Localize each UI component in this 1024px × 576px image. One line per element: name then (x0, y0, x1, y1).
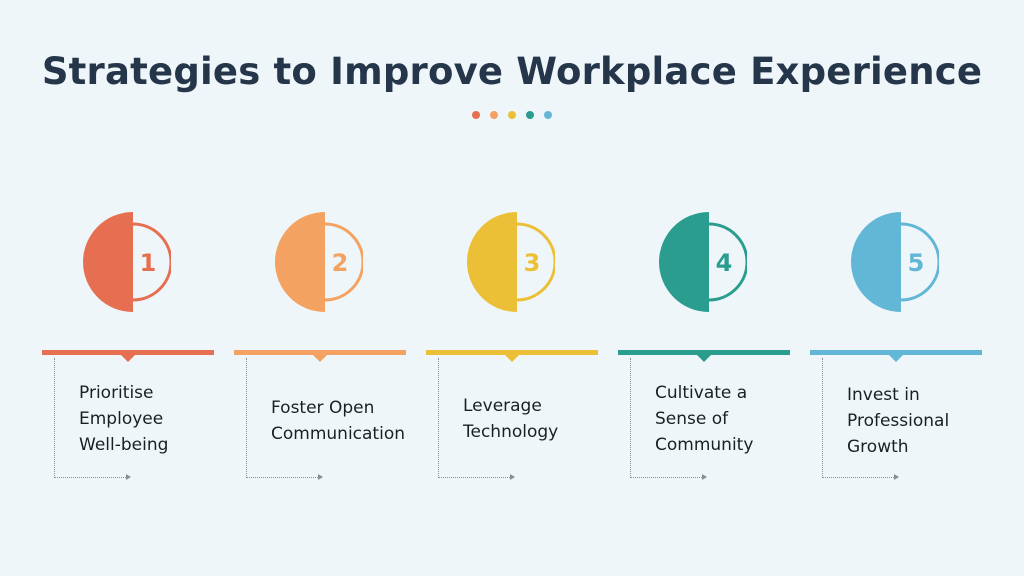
pointer-triangle (313, 355, 327, 362)
step-label-line: Communication (271, 424, 405, 444)
half-circle-fill (275, 212, 325, 312)
dot-2 (490, 111, 498, 119)
arrow-right-icon (702, 474, 707, 480)
half-ring (516, 222, 555, 302)
step-label: Prioritise Employee Well-being (79, 380, 229, 458)
half-ring (708, 222, 747, 302)
half-ring (132, 222, 171, 302)
step-number: 3 (524, 249, 541, 277)
step-label: Foster Open Communication (271, 395, 421, 447)
half-circle-fill (467, 212, 517, 312)
step-label-line: Growth (847, 437, 909, 457)
dot-5 (544, 111, 552, 119)
arrow-right-icon (894, 474, 899, 480)
step-label: Leverage Technology (463, 393, 613, 445)
pointer-triangle (505, 355, 519, 362)
arrow-right-icon (318, 474, 323, 480)
step-label-line: Prioritise (79, 383, 154, 403)
step-bar (618, 350, 790, 355)
dotted-connector (822, 358, 898, 478)
half-circle-fill (659, 212, 709, 312)
arrow-right-icon (126, 474, 131, 480)
step-label-line: Leverage (463, 396, 542, 416)
step-number-badge: 1 (83, 212, 171, 312)
step-number: 4 (716, 249, 733, 277)
step-number: 1 (140, 249, 157, 277)
step-label-line: Professional (847, 411, 950, 431)
step-5: 5 Invest in Professional Growth (799, 0, 991, 576)
step-label-line: Technology (463, 422, 559, 442)
dotted-connector (630, 358, 706, 478)
pointer-triangle (889, 355, 903, 362)
decorative-dots (0, 111, 1024, 119)
step-label: Invest in Professional Growth (847, 382, 997, 460)
step-bar (42, 350, 214, 355)
dot-1 (472, 111, 480, 119)
pointer-triangle (121, 355, 135, 362)
dot-4 (526, 111, 534, 119)
page-title: Strategies to Improve Workplace Experien… (41, 50, 983, 93)
step-bar (426, 350, 598, 355)
step-label: Cultivate a Sense of Community (655, 380, 805, 458)
half-ring (324, 222, 363, 302)
step-bar (810, 350, 982, 355)
step-label-line: Community (655, 435, 754, 455)
step-label-line: Employee (79, 409, 164, 429)
pointer-triangle (697, 355, 711, 362)
step-label-line: Cultivate a (655, 383, 748, 403)
dotted-connector (54, 358, 130, 478)
step-2: 2 Foster Open Communication (223, 0, 415, 576)
step-number-badge: 4 (659, 212, 747, 312)
arrow-right-icon (510, 474, 515, 480)
step-4: 4 Cultivate a Sense of Community (607, 0, 799, 576)
step-number-badge: 5 (851, 212, 939, 312)
step-label-line: Invest in (847, 385, 920, 405)
step-number-badge: 2 (275, 212, 363, 312)
step-number: 2 (332, 249, 349, 277)
step-number: 5 (908, 249, 925, 277)
step-number-badge: 3 (467, 212, 555, 312)
step-label-line: Well-being (79, 435, 169, 455)
step-3: 3 Leverage Technology (415, 0, 607, 576)
dotted-connector (246, 358, 322, 478)
half-circle-fill (851, 212, 901, 312)
half-ring (900, 222, 939, 302)
step-label-line: Sense of (655, 409, 729, 429)
half-circle-fill (83, 212, 133, 312)
dot-3 (508, 111, 516, 119)
step-bar (234, 350, 406, 355)
step-label-line: Foster Open (271, 398, 375, 418)
step-1: 1 Prioritise Employee Well-being (31, 0, 223, 576)
dotted-connector (438, 358, 514, 478)
